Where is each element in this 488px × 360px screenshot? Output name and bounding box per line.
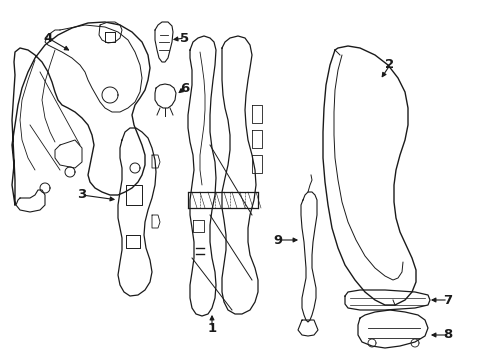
Text: 4: 4 <box>43 31 53 45</box>
Text: 1: 1 <box>207 321 216 334</box>
Text: 8: 8 <box>443 328 452 342</box>
Text: 2: 2 <box>385 58 394 72</box>
Text: 5: 5 <box>180 31 189 45</box>
Text: 9: 9 <box>273 234 282 247</box>
Text: 7: 7 <box>443 293 451 306</box>
Text: 3: 3 <box>77 189 86 202</box>
Text: 6: 6 <box>180 81 189 94</box>
